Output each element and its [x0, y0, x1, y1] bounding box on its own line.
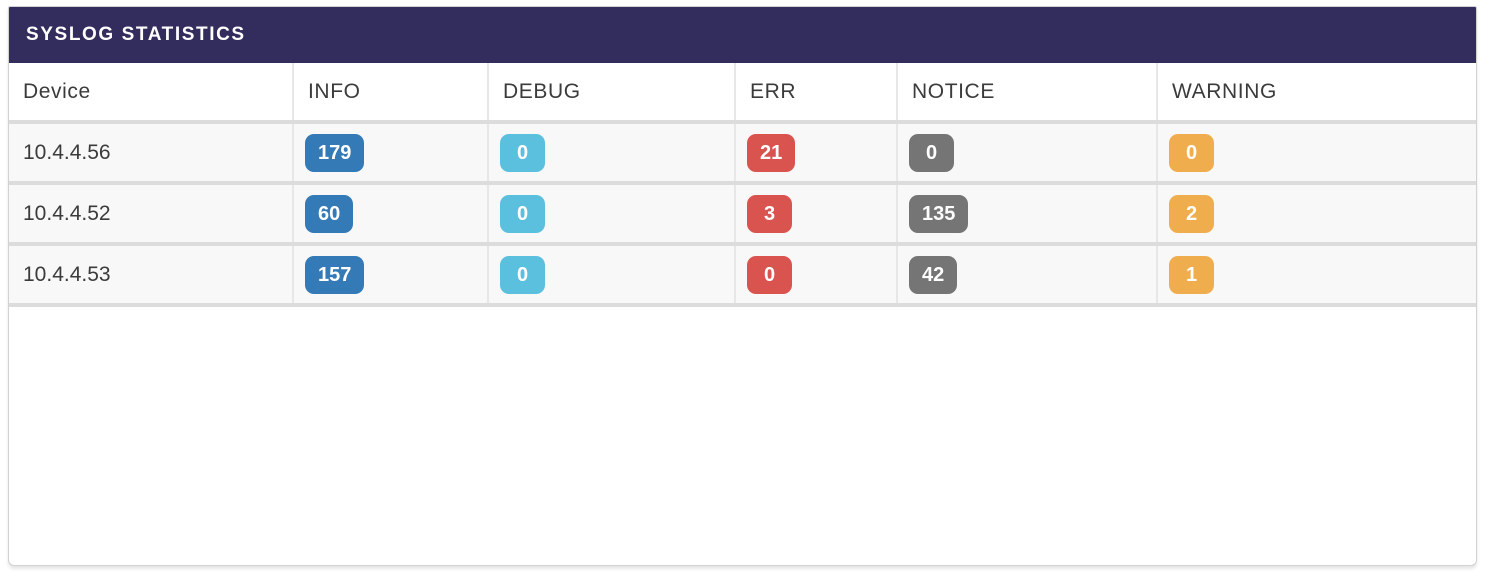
err-badge: 21	[747, 133, 796, 172]
notice-cell: 0	[897, 122, 1158, 185]
notice-cell: 42	[897, 244, 1158, 307]
notice-badge: 42	[909, 255, 958, 294]
device-cell: 10.4.4.52	[9, 183, 294, 246]
table-header-row: Device INFO DEBUG ERR NOTICE WARNING	[9, 63, 1476, 124]
column-header-device: Device	[9, 63, 294, 124]
err-badge: 0	[747, 255, 792, 294]
err-cell: 0	[735, 244, 898, 307]
err-cell: 21	[735, 122, 898, 185]
warning-badge: 2	[1169, 194, 1214, 233]
debug-badge: 0	[500, 194, 545, 233]
table-row: 10.4.4.56 179 0 21 0 0	[9, 122, 1476, 185]
column-header-info: INFO	[293, 63, 489, 124]
warning-badge: 1	[1169, 255, 1214, 294]
notice-badge: 135	[909, 194, 969, 233]
info-cell: 60	[293, 183, 489, 246]
debug-cell: 0	[488, 183, 736, 246]
syslog-statistics-widget: SYSLOG STATISTICS Device INFO DEBUG ERR …	[8, 6, 1477, 566]
panel-header: SYSLOG STATISTICS	[9, 7, 1476, 63]
column-header-debug: DEBUG	[488, 63, 736, 124]
table-row: 10.4.4.53 157 0 0 42 1	[9, 244, 1476, 307]
debug-badge: 0	[500, 255, 545, 294]
info-badge: 157	[305, 255, 365, 294]
notice-badge: 0	[909, 133, 954, 172]
info-badge: 179	[305, 133, 365, 172]
warning-badge: 0	[1169, 133, 1214, 172]
device-cell: 10.4.4.56	[9, 122, 294, 185]
debug-cell: 0	[488, 244, 736, 307]
device-cell: 10.4.4.53	[9, 244, 294, 307]
warning-cell: 1	[1157, 244, 1476, 307]
column-header-notice: NOTICE	[897, 63, 1158, 124]
notice-cell: 135	[897, 183, 1158, 246]
debug-badge: 0	[500, 133, 545, 172]
column-header-err: ERR	[735, 63, 898, 124]
info-badge: 60	[305, 194, 354, 233]
debug-cell: 0	[488, 122, 736, 185]
info-cell: 157	[293, 244, 489, 307]
syslog-statistics-table: Device INFO DEBUG ERR NOTICE WARNING 10.…	[9, 63, 1476, 307]
table-row: 10.4.4.52 60 0 3 135 2	[9, 183, 1476, 246]
err-cell: 3	[735, 183, 898, 246]
info-cell: 179	[293, 122, 489, 185]
err-badge: 3	[747, 194, 792, 233]
column-header-warning: WARNING	[1157, 63, 1476, 124]
warning-cell: 2	[1157, 183, 1476, 246]
panel-title: SYSLOG STATISTICS	[26, 24, 246, 45]
warning-cell: 0	[1157, 122, 1476, 185]
